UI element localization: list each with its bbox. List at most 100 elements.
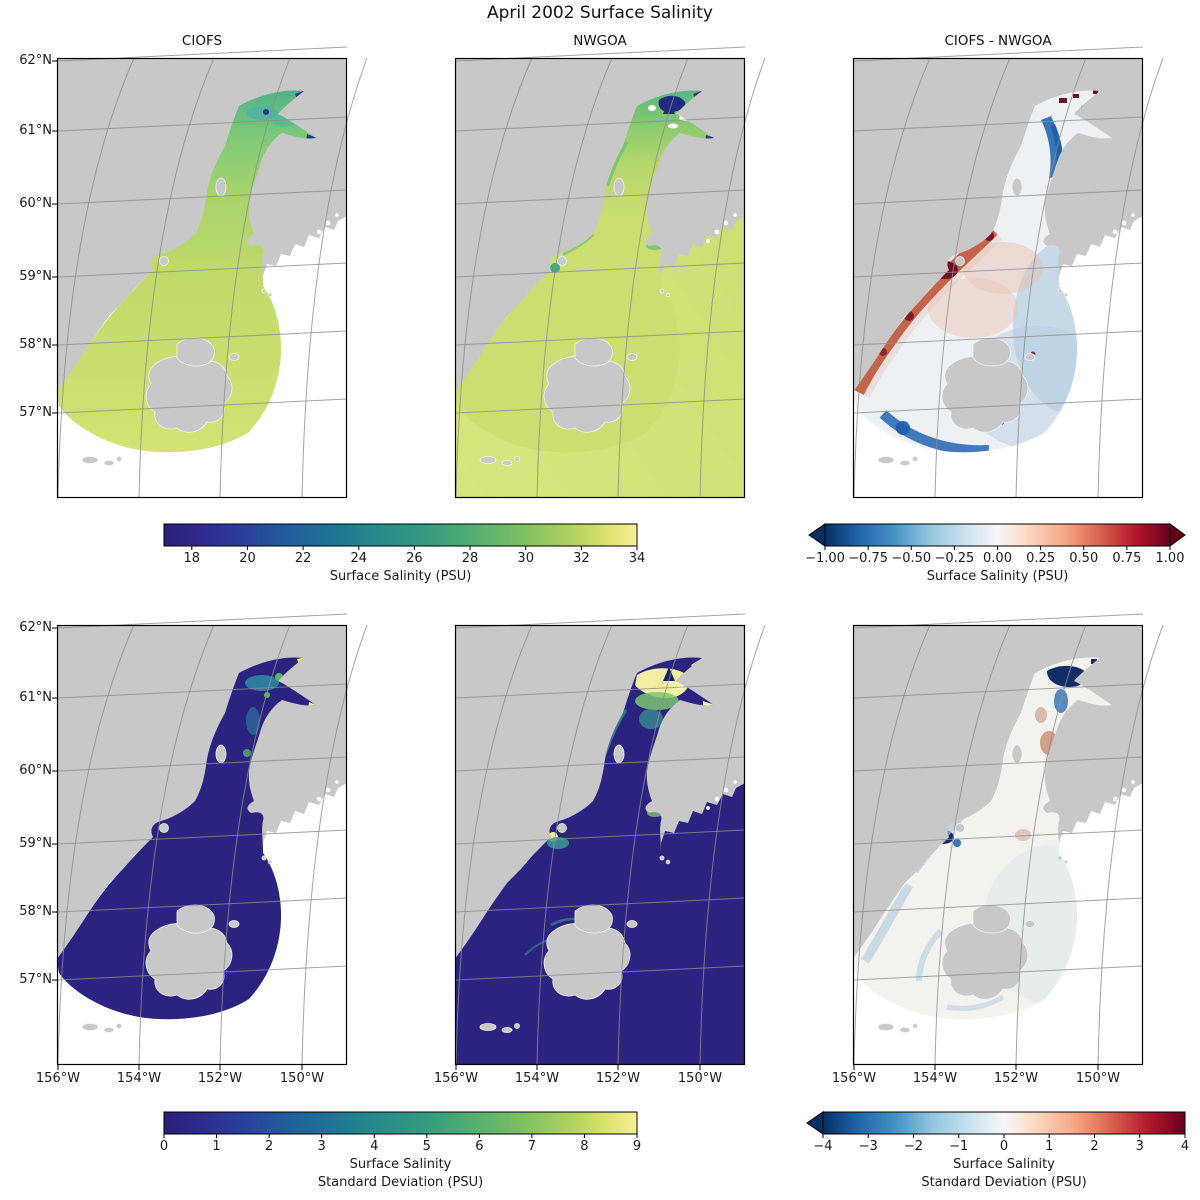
augustine-island — [159, 256, 169, 266]
afognak-island — [176, 337, 215, 367]
augustine-island — [955, 823, 965, 833]
colorbar-tick-label: −0.25 — [934, 551, 975, 566]
kalgin-island — [215, 177, 227, 197]
colorbar-axis-label: Surface Salinity (PSU) — [329, 569, 472, 584]
afognak-island — [574, 337, 613, 367]
model-domain — [455, 90, 714, 453]
colorbar-tick-label: 3 — [317, 1139, 326, 1154]
lon-tick-label: 156°W — [831, 1071, 877, 1086]
colorbar-tick-label: 22 — [294, 551, 312, 566]
lon-tick-label: 150°W — [677, 1071, 723, 1086]
kalgin-island — [613, 177, 625, 197]
lon-tick-label: 154°W — [514, 1071, 560, 1086]
colorbar-tick-label: −4 — [813, 1139, 833, 1154]
lon-tick-label: 152°W — [595, 1071, 641, 1086]
map-ciofs_sal — [52, 46, 368, 499]
map-panel-ciofs_sal — [52, 46, 368, 499]
lat-tick-label: 58°N — [19, 337, 52, 352]
colorbar-0 — [163, 523, 638, 550]
colorbar-tick-label: 4 — [1180, 1139, 1190, 1154]
lat-tick-label: 59°N — [19, 836, 52, 851]
afognak-island — [972, 337, 1011, 367]
colorbar-tick-label: −1.00 — [805, 551, 845, 566]
colorbar-tick-label: 1.00 — [1155, 551, 1185, 566]
colorbar-tick-label: 28 — [461, 551, 479, 566]
augustine-island — [955, 256, 965, 266]
colorbar-tick-label: −0.50 — [891, 551, 932, 566]
colorbar-axis-label-line: Surface Salinity — [953, 1157, 1055, 1172]
colorbar-axis-label: Surface Salinity Standard Deviation (PSU) — [164, 1156, 637, 1192]
lat-tick-label: 59°N — [19, 269, 52, 284]
colorbar-axis-label: Surface Salinity (PSU) — [926, 569, 1069, 584]
figure-title: April 2002 Surface Salinity — [487, 3, 713, 23]
map-diff_sal — [852, 46, 1164, 499]
map-panel-diff_sal — [852, 46, 1164, 499]
map-ciofs_std — [52, 613, 368, 1070]
augustine-island — [557, 823, 567, 833]
colorbar-tick-label: 34 — [628, 551, 646, 566]
panel-title-ciofs: CIOFS — [181, 33, 223, 49]
map-panel-ciofs_std — [52, 613, 368, 1070]
lat-tick-label: 60°N — [19, 763, 52, 778]
colorbar-tick-label: 6 — [475, 1139, 484, 1154]
kalgin-island — [215, 744, 227, 764]
colorbar-1 — [808, 523, 1186, 550]
lat-tick-label: 57°N — [19, 405, 52, 420]
afognak-island — [176, 904, 215, 934]
lon-tick-label: 154°W — [912, 1071, 958, 1086]
colorbar-axis-label: Surface Salinity Standard Deviation (PSU) — [823, 1156, 1185, 1192]
map-panel-nwgoa_sal — [454, 46, 766, 499]
lat-tick-label: 57°N — [19, 972, 52, 987]
lon-tick-label: 156°W — [433, 1071, 479, 1086]
map-diff_std — [852, 613, 1164, 1070]
colorbar-tick-label: −1 — [949, 1139, 969, 1154]
colorbar-tick-label: 1 — [212, 1139, 221, 1154]
colorbar-tick-label: 24 — [350, 551, 368, 566]
colorbar-3 — [806, 1111, 1186, 1138]
afognak-island — [574, 904, 613, 934]
colorbar-tick-label: 0.50 — [1069, 551, 1099, 566]
colorbar-axis-label-line: Standard Deviation (PSU) — [921, 1175, 1087, 1190]
colorbar-tick-label: 0.25 — [1026, 551, 1056, 566]
lon-tick-label: 150°W — [279, 1071, 325, 1086]
colorbar-tick-label: 8 — [580, 1139, 589, 1154]
model-domain — [57, 657, 316, 1020]
lat-tick-label: 61°N — [19, 123, 52, 138]
colorbar-tick-label: 1 — [1045, 1139, 1054, 1154]
colorbar-2 — [163, 1111, 638, 1138]
colorbar-tick-label: 4 — [370, 1139, 379, 1154]
colorbar-tick-label: 9 — [632, 1139, 642, 1154]
colorbar-tick-label: 20 — [239, 551, 256, 566]
colorbar-tick-label: 32 — [573, 551, 590, 566]
lat-tick-label: 62°N — [19, 53, 52, 68]
colorbar-tick-label: 2 — [1090, 1139, 1099, 1154]
model-domain — [57, 90, 316, 453]
colorbar-tick-label: −3 — [858, 1139, 878, 1154]
afognak-island — [972, 904, 1011, 934]
map-nwgoa_sal — [454, 46, 766, 499]
colorbar-tick-label: 30 — [517, 551, 534, 566]
panel-title-nwgoa: NWGOA — [573, 33, 627, 49]
kalgin-island — [1011, 744, 1023, 764]
colorbar-tick-label: 3 — [1135, 1139, 1144, 1154]
lon-tick-label: 156°W — [35, 1071, 81, 1086]
colorbar-axis-label-line: Surface Salinity — [349, 1157, 452, 1172]
colorbar-tick-label: 0 — [999, 1139, 1009, 1154]
colorbar-tick-label: 0 — [159, 1139, 169, 1154]
map-panel-diff_std — [852, 613, 1164, 1070]
colorbar-tick-label: 0.00 — [983, 551, 1012, 566]
colorbar-tick-label: −0.75 — [848, 551, 889, 566]
map-nwgoa_std — [454, 613, 766, 1070]
model-domain — [455, 657, 714, 1020]
lat-tick-label: 61°N — [19, 690, 52, 705]
colorbar-axis-label-line: Standard Deviation (PSU) — [317, 1175, 484, 1190]
colorbar-tick-label: 5 — [422, 1139, 431, 1154]
colorbar-tick-label: 26 — [406, 551, 423, 566]
map-panel-nwgoa_std — [454, 613, 766, 1070]
kalgin-island — [613, 744, 625, 764]
colorbar-tick-label: −2 — [903, 1139, 924, 1154]
lat-tick-label: 58°N — [19, 904, 52, 919]
kalgin-island — [1011, 177, 1023, 197]
colorbar-tick-label: 0.75 — [1112, 551, 1142, 566]
